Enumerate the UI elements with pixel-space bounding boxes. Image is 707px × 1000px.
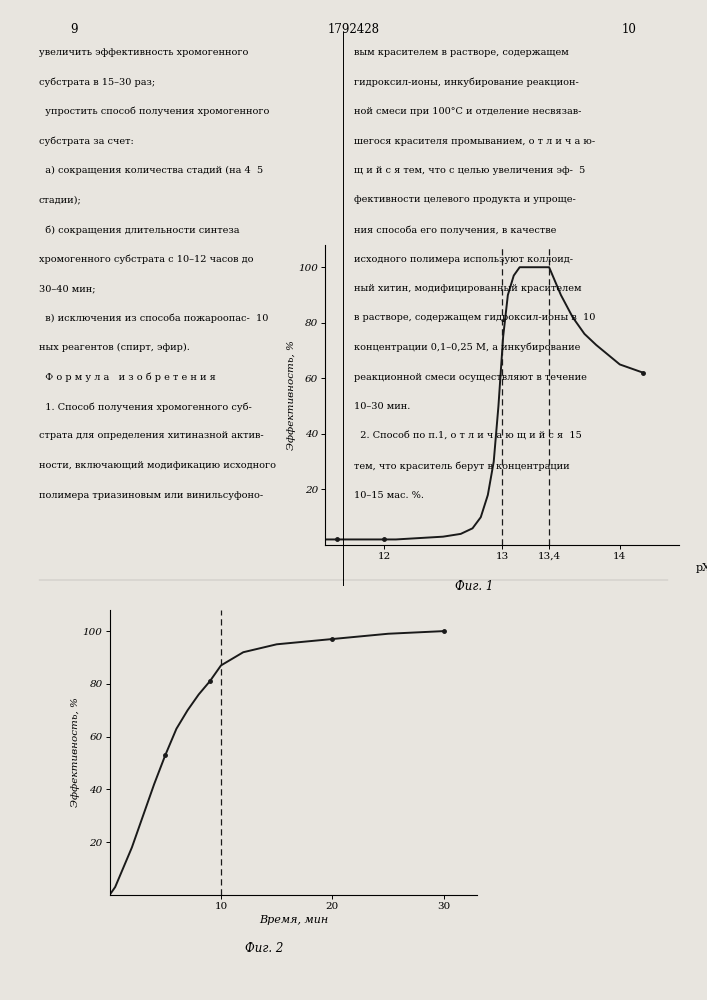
Text: исходного полимера используют коллоид-: исходного полимера используют коллоид- <box>354 255 573 264</box>
Text: 1792428: 1792428 <box>327 23 380 36</box>
Y-axis label: Эффективность, %: Эффективность, % <box>71 698 80 807</box>
Text: щ и й с я тем, что с целью увеличения эф-  5: щ и й с я тем, что с целью увеличения эф… <box>354 166 585 175</box>
Text: 10: 10 <box>621 23 636 36</box>
Text: упростить способ получения хромогенного: упростить способ получения хромогенного <box>39 107 269 116</box>
Text: Ф о р м у л а   и з о б р е т е н и я: Ф о р м у л а и з о б р е т е н и я <box>39 372 216 382</box>
Text: фективности целевого продукта и упроще-: фективности целевого продукта и упроще- <box>354 196 575 205</box>
Text: концентрации 0,1–0,25 М, а инкубирование: концентрации 0,1–0,25 М, а инкубирование <box>354 343 580 353</box>
Text: шегося красителя промыванием, о т л и ч а ю-: шегося красителя промыванием, о т л и ч … <box>354 137 595 146</box>
Text: 30–40 мин;: 30–40 мин; <box>39 284 95 293</box>
Text: 9: 9 <box>71 23 78 36</box>
Text: 2. Способ по п.1, о т л и ч а ю щ и й с я  15: 2. Способ по п.1, о т л и ч а ю щ и й с … <box>354 432 581 440</box>
Text: полимера триазиновым или винильсуфоно-: полимера триазиновым или винильсуфоно- <box>39 491 263 500</box>
Text: ных реагентов (спирт, эфир).: ных реагентов (спирт, эфир). <box>39 343 189 352</box>
Text: увеличить эффективность хромогенного: увеличить эффективность хромогенного <box>39 48 248 57</box>
Text: Фиг. 2: Фиг. 2 <box>245 942 284 955</box>
Text: 10–30 мин.: 10–30 мин. <box>354 402 410 411</box>
Text: гидроксил-ионы, инкубирование реакцион-: гидроксил-ионы, инкубирование реакцион- <box>354 78 578 87</box>
Text: тем, что краситель берут в концентрации: тем, что краситель берут в концентрации <box>354 461 569 471</box>
Text: ности, включающий модификацию исходного: ности, включающий модификацию исходного <box>39 461 276 470</box>
X-axis label: Время, мин: Время, мин <box>259 915 328 925</box>
Text: стадии);: стадии); <box>39 196 81 205</box>
Text: в) исключения из способа пожароопас-  10: в) исключения из способа пожароопас- 10 <box>39 314 268 323</box>
X-axis label: рХ: рХ <box>696 563 707 573</box>
Text: ния способа его получения, в качестве: ния способа его получения, в качестве <box>354 225 556 235</box>
Text: б) сокращения длительности синтеза: б) сокращения длительности синтеза <box>39 225 240 235</box>
Text: 1. Способ получения хромогенного суб-: 1. Способ получения хромогенного суб- <box>39 402 252 412</box>
Text: ный хитин, модифицированный красителем: ный хитин, модифицированный красителем <box>354 284 581 293</box>
Text: Фиг. 1: Фиг. 1 <box>455 580 493 593</box>
Text: вым красителем в растворе, содержащем: вым красителем в растворе, содержащем <box>354 48 568 57</box>
Text: субстрата в 15–30 раз;: субстрата в 15–30 раз; <box>39 78 155 87</box>
Y-axis label: Эффективность, %: Эффективность, % <box>286 340 296 450</box>
Text: реакционной смеси осуществляют в течение: реакционной смеси осуществляют в течение <box>354 372 586 381</box>
Text: хромогенного субстрата с 10–12 часов до: хромогенного субстрата с 10–12 часов до <box>39 255 253 264</box>
Text: в растворе, содержащем гидроксил-ионы в  10: в растворе, содержащем гидроксил-ионы в … <box>354 314 595 322</box>
Text: ной смеси при 100°С и отделение несвязав-: ной смеси при 100°С и отделение несвязав… <box>354 107 581 116</box>
Text: 10–15 мас. %.: 10–15 мас. %. <box>354 491 423 500</box>
Text: а) сокращения количества стадий (на 4  5: а) сокращения количества стадий (на 4 5 <box>39 166 263 175</box>
Text: страта для определения хитиназной актив-: страта для определения хитиназной актив- <box>39 432 264 440</box>
Text: субстрата за счет:: субстрата за счет: <box>39 137 134 146</box>
